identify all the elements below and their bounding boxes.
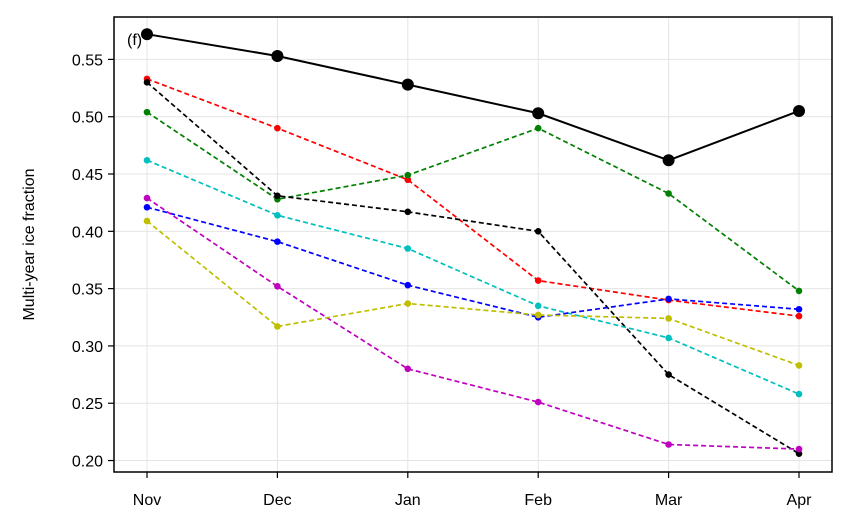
data-point	[795, 362, 803, 369]
data-point	[534, 277, 542, 284]
y-tick-label: 0.50	[72, 110, 103, 127]
data-point	[534, 302, 542, 310]
data-point	[665, 190, 672, 197]
data-point	[143, 156, 151, 164]
data-point	[143, 108, 151, 116]
data-point	[795, 312, 803, 320]
data-point	[795, 305, 803, 313]
data-point	[662, 154, 675, 167]
data-point	[532, 107, 545, 120]
data-point	[665, 371, 672, 378]
panel-label: (f)	[127, 32, 142, 49]
grid	[114, 17, 832, 472]
data-point	[404, 176, 412, 184]
data-point	[534, 124, 542, 132]
data-point	[795, 450, 803, 457]
data-point	[274, 323, 281, 330]
series-5	[143, 156, 803, 398]
series-4	[143, 79, 803, 457]
series-line	[146, 206, 800, 319]
y-tick-label: 0.20	[72, 454, 103, 471]
data-point	[665, 315, 672, 322]
series-layer	[141, 28, 805, 457]
data-point	[665, 295, 672, 303]
data-point	[795, 445, 803, 453]
series-8	[143, 217, 803, 369]
x-tick-label: Apr	[787, 492, 813, 509]
data-point	[401, 78, 414, 91]
data-point	[274, 192, 281, 200]
data-point	[274, 238, 281, 245]
series-1	[141, 28, 805, 167]
data-point	[534, 398, 542, 406]
data-point	[793, 104, 805, 117]
x-tick-label: Dec	[263, 492, 291, 509]
series-3	[143, 108, 803, 295]
data-point	[404, 208, 412, 216]
data-point	[534, 311, 542, 319]
data-point	[274, 124, 281, 132]
data-point	[143, 203, 151, 211]
data-point	[404, 365, 412, 373]
y-tick-label: 0.40	[72, 224, 103, 241]
y-axis-label: Multi-year ice fraction	[21, 168, 38, 320]
series-6	[143, 203, 803, 321]
data-point	[274, 211, 281, 219]
y-tick-label: 0.30	[72, 339, 103, 356]
data-point	[271, 49, 284, 62]
series-line	[146, 81, 800, 455]
x-tick-label: Mar	[655, 492, 683, 509]
data-point	[795, 390, 803, 398]
y-tick-label: 0.55	[72, 52, 103, 69]
data-point	[143, 194, 151, 202]
series-line	[146, 111, 800, 292]
data-point	[404, 281, 412, 289]
x-tick-label: Jan	[395, 492, 421, 509]
series-line	[146, 220, 800, 367]
data-point	[795, 287, 803, 295]
y-tick-label: 0.45	[72, 167, 103, 184]
x-tick-label: Feb	[524, 492, 552, 509]
data-point	[274, 283, 281, 290]
series-line	[146, 78, 800, 317]
y-tick-label: 0.25	[72, 396, 103, 413]
data-point	[404, 300, 412, 307]
data-point	[665, 441, 672, 448]
data-point	[534, 228, 542, 235]
series-line	[146, 33, 800, 162]
axes: Nov Dec Jan Feb Mar Apr 0.20 0.25 0.30 0.35 0.40 0.…	[72, 52, 812, 509]
series-7	[143, 194, 803, 453]
series-2	[143, 75, 803, 320]
series-line	[146, 197, 800, 450]
data-point	[665, 334, 672, 342]
data-point	[404, 171, 412, 179]
data-point	[141, 28, 153, 41]
series-line	[146, 159, 800, 395]
data-point	[143, 217, 151, 225]
x-tick-label: Nov	[133, 492, 161, 509]
data-point	[143, 79, 151, 86]
plot-frame	[113, 16, 833, 473]
y-tick-label: 0.35	[72, 282, 103, 299]
data-point	[404, 245, 412, 252]
